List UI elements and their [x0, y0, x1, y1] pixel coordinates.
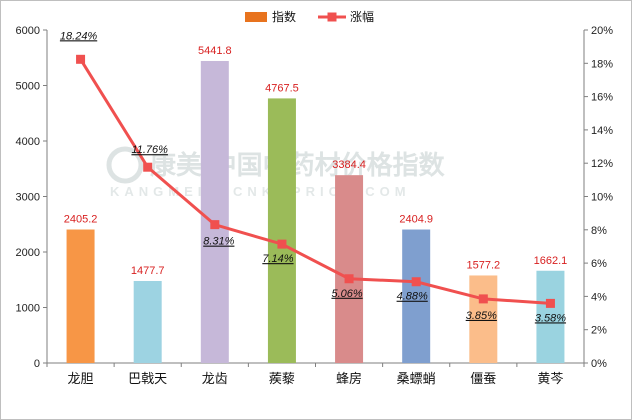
line-value-label: 8.31%: [203, 236, 234, 248]
line-value-label: 11.76%: [131, 144, 168, 156]
bar: [200, 60, 229, 363]
bar-value-label: 5441.8: [198, 45, 232, 57]
line-point: [277, 239, 287, 249]
bar-value-label: 1662.1: [534, 255, 568, 267]
x-category-label: 龙胆: [68, 371, 94, 386]
y-right-tick-label: 8%: [591, 225, 607, 237]
watermark-logo: [106, 146, 144, 184]
y-right-tick-label: 6%: [591, 258, 607, 270]
legend-swatch-bar: [245, 12, 267, 22]
line-point: [344, 274, 354, 284]
y-left-tick-label: 0: [34, 358, 40, 370]
line-value-label: 3.58%: [535, 312, 566, 324]
bar-value-label: 3384.4: [332, 159, 366, 171]
bar-value-label: 4767.5: [265, 82, 299, 94]
legend: 指数 涨幅: [245, 9, 374, 24]
y-left-tick-label: 5000: [16, 81, 40, 93]
bar-value-label: 1577.2: [466, 259, 500, 271]
x-category-label: 龙齿: [202, 371, 228, 386]
legend-label-line: 涨幅: [350, 9, 374, 24]
watermark-text: 康美·中国中药材价格指数: [150, 150, 446, 180]
x-category-label: 黄芩: [537, 371, 563, 386]
y-right-tick-label: 18%: [591, 58, 613, 70]
y-right-tick-label: 16%: [591, 92, 613, 104]
y-right-tick-label: 12%: [591, 158, 613, 170]
line-value-label: 4.88%: [397, 291, 428, 303]
watermark: 康美·中国中药材价格指数 KANGMEI · CNKMPRICE.COM: [106, 146, 446, 199]
bar: [66, 229, 95, 363]
y-right-tick-label: 10%: [591, 192, 613, 204]
x-category-label: 僵蚕: [470, 371, 496, 386]
y-left-tick-label: 6000: [16, 25, 40, 37]
x-category-label: 蒺藜: [269, 371, 295, 386]
y-left-tick-label: 4000: [16, 136, 40, 148]
y-right-tick-label: 0%: [591, 358, 607, 370]
line-value-label: 3.85%: [466, 310, 497, 322]
y-right-tick-label: 14%: [591, 125, 613, 137]
line-point: [478, 294, 488, 304]
bar: [133, 280, 162, 363]
line-point: [545, 298, 555, 308]
bar: [402, 229, 431, 363]
x-category-label: 蜂房: [336, 371, 362, 386]
watermark-subtext: KANGMEI · CNKMPRICE.COM: [110, 184, 411, 199]
y-right-tick-label: 4%: [591, 291, 607, 303]
y-right-tick-label: 20%: [591, 25, 613, 37]
bar: [267, 98, 296, 363]
y-left-tick-label: 2000: [16, 247, 40, 259]
y-right-tick-label: 2%: [591, 325, 607, 337]
line-point: [143, 162, 153, 172]
bar: [335, 175, 364, 363]
line-value-label: 7.14%: [262, 253, 293, 265]
line-point: [76, 54, 86, 64]
legend-swatch-marker: [327, 12, 337, 22]
line-value-label: 18.24%: [60, 30, 98, 42]
bar-value-label: 2404.9: [399, 214, 433, 226]
legend-label-bar: 指数: [272, 9, 296, 24]
bar: [469, 275, 498, 363]
y-left-tick-label: 1000: [16, 303, 40, 315]
bar-value-label: 1477.7: [131, 265, 165, 277]
line-value-label: 5.06%: [331, 288, 362, 300]
x-category-label: 桑螵蛸: [397, 371, 436, 386]
line-point: [210, 220, 220, 230]
growth-line: [79, 58, 551, 305]
y-left-tick-label: 3000: [16, 192, 40, 204]
line-point: [411, 277, 421, 287]
x-category-label: 巴戟天: [128, 371, 167, 386]
bar: [536, 270, 565, 363]
bar-value-label: 2405.2: [64, 214, 98, 226]
